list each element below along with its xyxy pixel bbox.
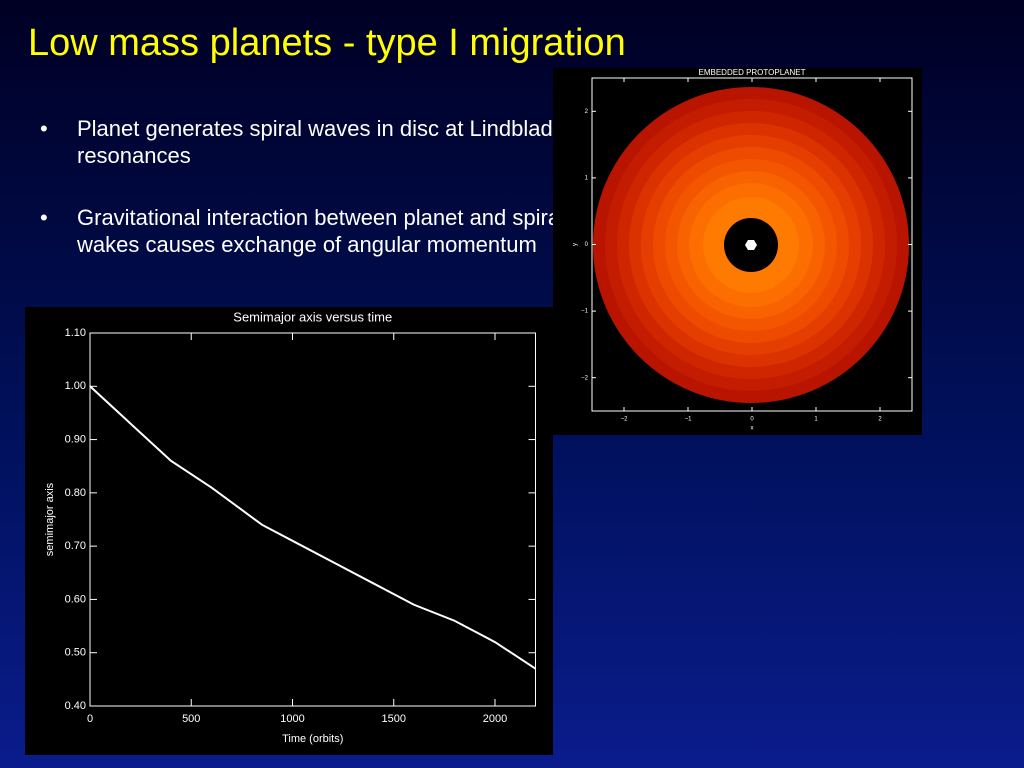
x-tick-label: 1500	[382, 713, 406, 725]
x-tick-label: −1	[685, 417, 693, 423]
plot-frame	[89, 332, 536, 707]
y-tick-label: 0.50	[65, 647, 86, 659]
x-tick-label: −2	[621, 417, 629, 423]
x-tick-label: 2000	[483, 713, 507, 725]
x-tick-label: 1	[814, 417, 818, 423]
y-tick-label: 1.10	[65, 327, 86, 339]
y-tick-label: 2	[585, 109, 589, 115]
chart-panel	[25, 307, 553, 755]
x-axis-label: Time (orbits)	[282, 733, 343, 745]
y-tick-label: 0.90	[65, 433, 86, 445]
y-tick-label: 0.80	[65, 487, 86, 499]
y-tick-label: 1	[585, 175, 589, 181]
y-tick-label: 0.60	[65, 593, 86, 605]
chart-title: Semimajor axis versus time	[233, 309, 392, 324]
y-tick-label: 1.00	[65, 380, 86, 392]
y-axis-label: semimajor axis	[44, 482, 56, 556]
y-tick-label: −1	[581, 309, 589, 315]
disc	[593, 87, 909, 403]
y-tick-label: 0.40	[65, 700, 86, 712]
y-tick-label: −2	[581, 375, 589, 381]
y-axis-label: y	[573, 243, 579, 246]
x-tick-label: 2	[878, 417, 882, 423]
x-tick-label: 0	[750, 417, 754, 423]
x-tick-label: 1000	[280, 713, 304, 725]
bullet: Gravitational interaction between planet…	[40, 204, 577, 258]
slide-title: Low mass planets - type I migration	[28, 22, 626, 64]
x-tick-label: 0	[87, 713, 93, 725]
chart-title: EMBEDDED PROTOPLANET	[699, 68, 806, 77]
data-line	[89, 385, 537, 670]
bullet: Planet generates spiral waves in disc at…	[40, 115, 577, 169]
x-axis-label: x	[751, 426, 754, 432]
y-tick-label: 0.70	[65, 540, 86, 552]
y-tick-label: 0	[585, 242, 589, 248]
x-tick-label: 500	[182, 713, 200, 725]
